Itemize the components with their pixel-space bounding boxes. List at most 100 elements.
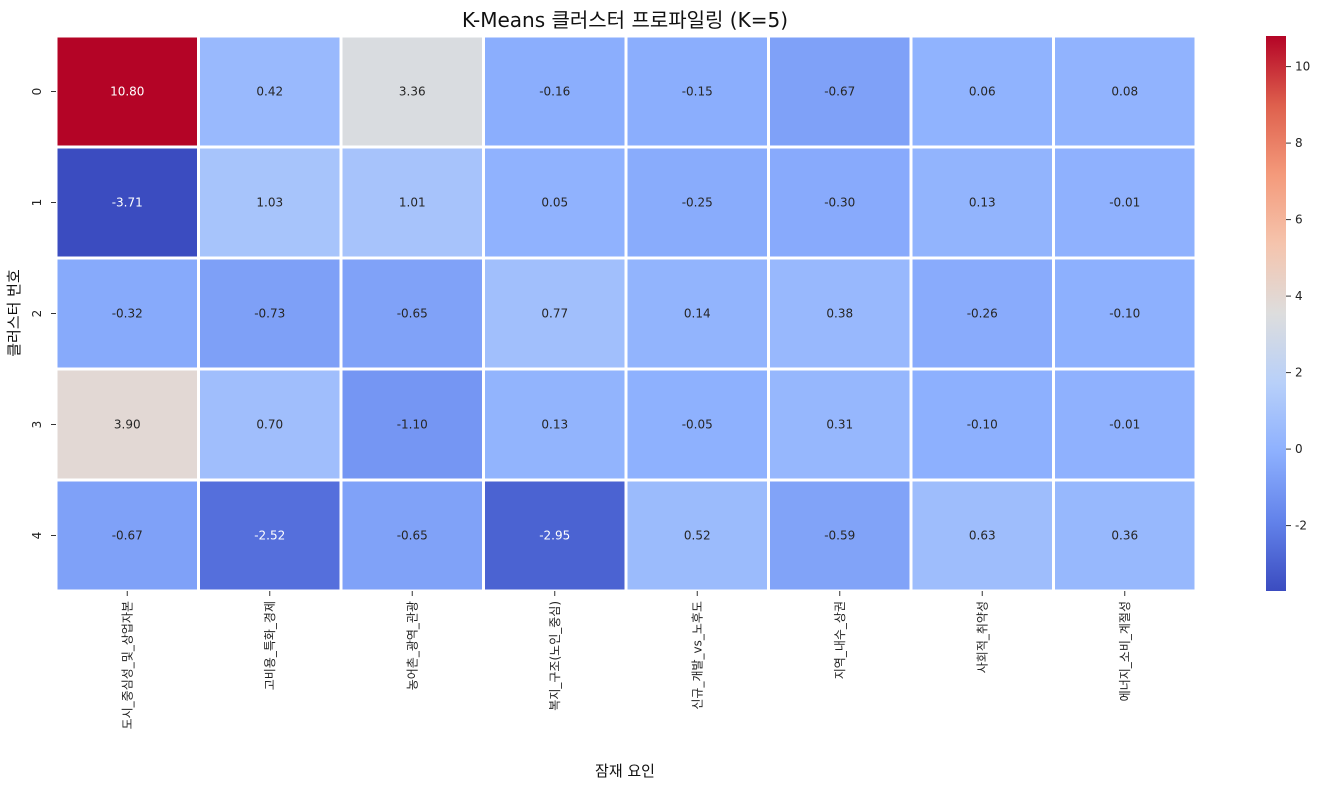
- heatmap-cell: [1055, 481, 1195, 590]
- heatmap-cell: [485, 259, 625, 368]
- cell-value-label: 0.13: [541, 418, 568, 432]
- heatmap-cell: [912, 370, 1052, 479]
- x-tick-label: 농어촌_광역_관광: [405, 601, 419, 690]
- cell-value-label: -0.65: [397, 529, 428, 543]
- heatmap-cell: [627, 370, 767, 479]
- heatmap-cell: [1055, 148, 1195, 257]
- heatmap-cell: [342, 370, 482, 479]
- heatmap-cell: [1055, 259, 1195, 368]
- cell-value-label: -0.01: [1109, 196, 1140, 210]
- cell-value-label: -0.01: [1109, 418, 1140, 432]
- heatmap-cells: 10.80 0.42 3.36 -0.16 -0.15 -0.67 0.06 0.08 -3.7…: [57, 37, 1195, 590]
- heatmap-cell: [200, 259, 340, 368]
- heatmap-cell: [485, 37, 625, 146]
- cell-value-label: 10.80: [110, 85, 144, 99]
- heatmap-cell: [57, 37, 197, 146]
- y-tick-label: 1: [30, 199, 44, 207]
- heatmap-cell: [57, 148, 197, 257]
- heatmap-cell: [57, 481, 197, 590]
- cell-value-label: 0.63: [969, 529, 996, 543]
- y-axis-label: 클러스터 번호: [5, 269, 23, 357]
- cell-value-label: 1.03: [256, 196, 283, 210]
- cell-value-label: 0.14: [684, 307, 711, 321]
- heatmap-cell: [200, 370, 340, 479]
- heatmap-cell: [1055, 370, 1195, 479]
- cell-value-label: 0.05: [541, 196, 568, 210]
- heatmap-cell: [200, 148, 340, 257]
- cell-value-label: -0.10: [1109, 307, 1140, 321]
- heatmap-cell: [912, 148, 1052, 257]
- cell-value-label: -0.15: [682, 85, 713, 99]
- cell-value-label: 0.13: [969, 196, 996, 210]
- heatmap-cell: [485, 370, 625, 479]
- colorbar-tick-label: 6: [1295, 213, 1303, 227]
- chart-title: K-Means 클러스터 프로파일링 (K=5): [462, 8, 788, 32]
- heatmap-cell: [770, 259, 910, 368]
- x-tick-label: 고비용_특화_경제: [263, 601, 277, 690]
- heatmap-cell: [342, 37, 482, 146]
- cell-value-label: -2.52: [254, 529, 285, 543]
- cell-value-label: 1.01: [399, 196, 426, 210]
- x-tick-label: 복지_구조(노인_중심): [548, 601, 562, 711]
- heatmap-cell: [200, 37, 340, 146]
- colorbar-tick-label: -2: [1295, 519, 1307, 533]
- heatmap-cell: [485, 481, 625, 590]
- heatmap-cell: [627, 481, 767, 590]
- colorbar-tick-label: 4: [1295, 289, 1303, 303]
- colorbar-tick-label: 8: [1295, 136, 1303, 150]
- colorbar: [1266, 36, 1286, 591]
- x-tick-label: 도시_중심성_및_상업자본: [120, 601, 134, 729]
- cell-value-label: -3.71: [112, 196, 143, 210]
- cell-value-label: -0.26: [967, 307, 998, 321]
- colorbar-tick-label: 10: [1295, 60, 1310, 74]
- x-tick-label: 신규_개발_vs_노후도: [690, 601, 704, 710]
- cell-value-label: 0.42: [256, 85, 283, 99]
- y-tick-labels: 0 1 2 3 4: [30, 88, 56, 540]
- heatmap-cell: [770, 370, 910, 479]
- cell-value-label: 0.08: [1111, 85, 1138, 99]
- x-tick-label: 에너지_소비_계절성: [1118, 601, 1132, 701]
- cell-value-label: -0.67: [824, 85, 855, 99]
- x-tick-label: 지역_내수_상권: [833, 601, 847, 679]
- cell-value-label: -0.30: [824, 196, 855, 210]
- heatmap-cell: [912, 481, 1052, 590]
- y-tick-label: 2: [30, 310, 44, 318]
- heatmap-cell: [770, 148, 910, 257]
- heatmap-cell: [912, 259, 1052, 368]
- heatmap-cell: [57, 370, 197, 479]
- cell-value-label: -0.10: [967, 418, 998, 432]
- heatmap-cell: [627, 37, 767, 146]
- heatmap-cell: [342, 259, 482, 368]
- heatmap-cell: [770, 481, 910, 590]
- y-tick-label: 0: [30, 88, 44, 96]
- heatmap-cell: [1055, 37, 1195, 146]
- x-tick-label: 사회적_취약성: [974, 601, 989, 673]
- heatmap-cell: [770, 37, 910, 146]
- cell-value-label: -0.59: [824, 529, 855, 543]
- cell-value-label: 0.70: [256, 418, 283, 432]
- y-tick-label: 4: [30, 532, 44, 540]
- cell-value-label: -0.16: [539, 85, 570, 99]
- cell-value-label: -0.32: [112, 307, 143, 321]
- cell-value-label: 3.90: [114, 418, 141, 432]
- heatmap-cell: [912, 37, 1052, 146]
- cell-value-label: 0.77: [541, 307, 568, 321]
- cell-value-label: 0.06: [969, 85, 996, 99]
- colorbar-tick-label: 0: [1295, 442, 1303, 456]
- cell-value-label: 0.36: [1111, 529, 1138, 543]
- x-tick-labels: 도시_중심성_및_상업자본 고비용_특화_경제 농어촌_광역_관광 복지_구조(노인_…: [120, 591, 1132, 729]
- cell-value-label: -0.05: [682, 418, 713, 432]
- heatmap-cell: [342, 481, 482, 590]
- heatmap-cell: [627, 148, 767, 257]
- cell-value-label: -0.73: [254, 307, 285, 321]
- colorbar-tick-label: 2: [1295, 366, 1303, 380]
- cell-value-label: -1.10: [397, 418, 428, 432]
- cell-value-label: 3.36: [399, 85, 426, 99]
- colorbar-ticks: 10 8 6 4 2 0 -2: [1286, 60, 1310, 533]
- y-tick-label: 3: [30, 421, 44, 429]
- heatmap-cell: [57, 259, 197, 368]
- cell-value-label: -0.65: [397, 307, 428, 321]
- heatmap-cell: [200, 481, 340, 590]
- cell-value-label: 0.38: [826, 307, 853, 321]
